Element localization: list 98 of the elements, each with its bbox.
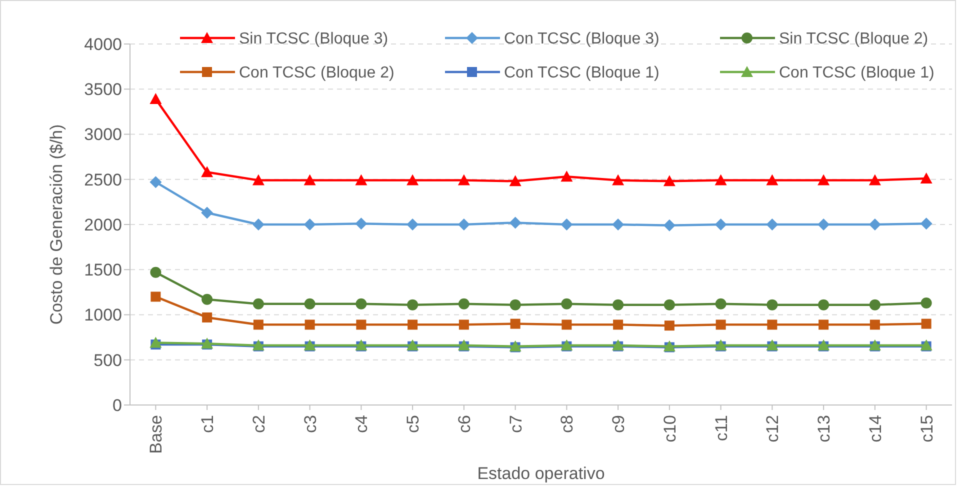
point [150, 266, 162, 278]
point [510, 318, 520, 329]
y-tick-label: 3000 [84, 125, 122, 144]
point [920, 298, 932, 309]
point [150, 292, 161, 302]
y-tick-label: 3500 [84, 80, 122, 100]
x-tick-label: c7 [506, 415, 526, 433]
point [458, 174, 470, 186]
point [818, 299, 830, 310]
point [766, 299, 778, 310]
x-tick-label: c6 [454, 415, 474, 433]
point [201, 206, 214, 219]
point [355, 218, 368, 230]
point [920, 172, 932, 184]
point [304, 218, 316, 230]
point [509, 175, 522, 186]
y-tick-label: 1500 [84, 260, 122, 280]
x-tick-label: c12 [763, 415, 782, 442]
x-tick-label: c10 [660, 415, 680, 442]
point [612, 218, 624, 230]
point [252, 174, 264, 186]
point [304, 320, 315, 330]
point [150, 176, 162, 188]
point [304, 298, 316, 310]
x-tick-label: c9 [609, 415, 628, 433]
point [766, 174, 778, 186]
point [509, 216, 522, 229]
point [613, 320, 624, 330]
point [664, 299, 675, 310]
point [458, 320, 469, 330]
y-tick-label: 0 [112, 396, 122, 415]
y-tick-label: 2500 [84, 170, 122, 190]
point [355, 174, 368, 186]
point [714, 174, 727, 186]
point [868, 218, 881, 230]
point [612, 299, 624, 310]
x-tick-label: c4 [352, 415, 372, 433]
point [408, 320, 418, 330]
point [458, 218, 470, 230]
x-tick-label: Base [146, 415, 166, 454]
x-tick-label: c3 [300, 415, 320, 433]
x-tick-label: c5 [404, 415, 423, 433]
point [202, 312, 212, 322]
point [510, 299, 521, 310]
x-tick-label: c15 [917, 415, 936, 442]
y-tick-label: 2000 [84, 215, 122, 234]
point [560, 218, 573, 230]
point [921, 318, 932, 329]
point [714, 218, 727, 230]
point [664, 320, 674, 331]
x-tick-label: c13 [814, 415, 834, 442]
x-tick-label: c2 [249, 415, 268, 433]
point [406, 218, 419, 230]
point [253, 320, 264, 330]
point [870, 320, 880, 330]
x-tick-label: c8 [558, 415, 577, 433]
y-tick-label: 4000 [84, 34, 122, 54]
x-tick-label: c14 [866, 415, 885, 442]
x-tick-label: c1 [198, 415, 218, 433]
point [252, 298, 264, 310]
point [715, 298, 726, 310]
y-axis-title: Costo de Generación ($/h) [47, 124, 66, 325]
point [304, 174, 316, 186]
point [356, 298, 367, 310]
point [458, 298, 470, 310]
point [818, 320, 829, 330]
x-axis-title: Estado operativo [477, 464, 605, 483]
point [612, 174, 624, 186]
point [868, 174, 881, 186]
legend-label: Sin TCSC (Bloque 2) [779, 30, 928, 48]
point [356, 320, 366, 330]
point [406, 174, 419, 186]
point [818, 174, 830, 186]
x-tick-label: c11 [712, 415, 731, 442]
point [561, 298, 572, 310]
legend-label: Con TCSC (Bloque 1) [504, 64, 660, 82]
point [201, 166, 214, 178]
legend-label: Sin TCSC (Bloque 3) [239, 30, 388, 48]
point [150, 336, 162, 348]
point [407, 299, 418, 310]
point [869, 299, 880, 310]
y-tick-label: 1000 [84, 306, 122, 325]
point [766, 218, 778, 230]
point [920, 218, 932, 230]
point [767, 320, 778, 330]
point [716, 320, 726, 330]
legend-label: Con TCSC (Bloque 2) [239, 64, 394, 82]
point [663, 175, 676, 186]
point [202, 294, 213, 305]
legend-label: Con TCSC (Bloque 3) [504, 30, 660, 48]
point [818, 218, 830, 230]
y-tick-label: 500 [94, 350, 122, 370]
point [252, 218, 264, 230]
point [150, 93, 162, 104]
point [560, 170, 573, 182]
point [663, 219, 676, 232]
legend-label: Con TCSC (Bloque 1) [779, 64, 934, 82]
point [562, 320, 572, 330]
